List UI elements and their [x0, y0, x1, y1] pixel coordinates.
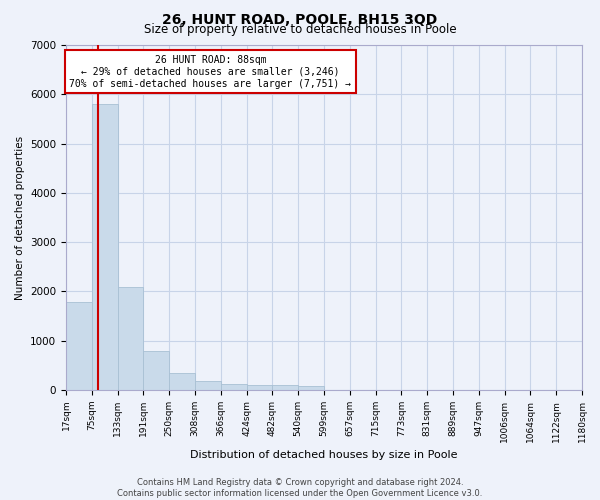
Text: 26, HUNT ROAD, POOLE, BH15 3QD: 26, HUNT ROAD, POOLE, BH15 3QD [163, 12, 437, 26]
Bar [92, 104, 118, 390]
Bar [66, 302, 92, 390]
Bar [298, 386, 324, 390]
Y-axis label: Number of detached properties: Number of detached properties [14, 136, 25, 300]
Bar [143, 350, 169, 390]
Bar [118, 288, 143, 390]
Bar [221, 384, 247, 390]
Text: Contains HM Land Registry data © Crown copyright and database right 2024.
Contai: Contains HM Land Registry data © Crown c… [118, 478, 482, 498]
Bar [272, 385, 298, 390]
Text: 26 HUNT ROAD: 88sqm
← 29% of detached houses are smaller (3,246)
70% of semi-det: 26 HUNT ROAD: 88sqm ← 29% of detached ho… [70, 56, 352, 88]
Bar [247, 384, 272, 390]
X-axis label: Distribution of detached houses by size in Poole: Distribution of detached houses by size … [190, 450, 458, 460]
Bar [169, 373, 195, 390]
Text: Size of property relative to detached houses in Poole: Size of property relative to detached ho… [143, 22, 457, 36]
Bar [195, 380, 221, 390]
